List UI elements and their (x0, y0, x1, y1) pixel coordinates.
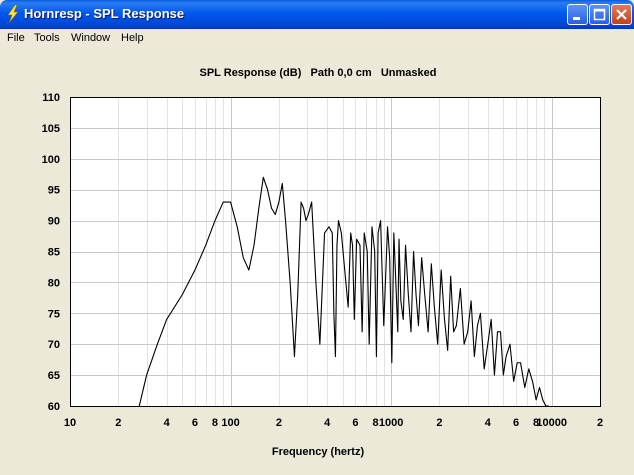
grid-lines (70, 97, 601, 407)
y-tick-label: 70 (48, 339, 60, 351)
window-title: Hornresp - SPL Response (24, 6, 185, 21)
x-tick-label: 8 (212, 417, 218, 429)
menu-file[interactable]: File (7, 32, 25, 44)
x-tick-label: 4 (324, 417, 331, 429)
x-tick-label: 2 (276, 417, 282, 429)
x-tick-label: 6 (352, 417, 358, 429)
y-tick-label: 100 (42, 154, 60, 166)
x-axis-title: Frequency (hertz) (272, 446, 365, 458)
x-tick-label: 10 (64, 417, 76, 429)
x-tick-label: 10000 (536, 417, 567, 429)
x-tick-label: 4 (485, 417, 492, 429)
x-tick-label: 100 (221, 417, 239, 429)
plot-background (70, 97, 600, 406)
x-tick-label: 1000 (379, 417, 403, 429)
menu-tools[interactable]: Tools (34, 32, 60, 44)
maximize-icon (593, 8, 606, 21)
y-tick-label: 105 (42, 123, 60, 135)
title-bar[interactable]: Hornresp - SPL Response (0, 0, 634, 29)
x-tick-label: 6 (513, 417, 519, 429)
x-tick-label: 2 (436, 417, 442, 429)
minimize-icon (573, 17, 580, 20)
y-tick-label: 65 (48, 370, 60, 382)
x-tick-label: 6 (192, 417, 198, 429)
y-tick-label: 110 (42, 92, 60, 104)
x-tick-label: 8 (533, 417, 539, 429)
plot-frame (70, 97, 601, 407)
spl-response-chart: SPL Response (dB) Path 0,0 cm Unmasked 6… (42, 67, 603, 458)
menu-bar: File Tools Window Help (0, 29, 634, 49)
x-tick-label: 8 (372, 417, 378, 429)
maximize-button[interactable] (589, 4, 610, 25)
y-tick-label: 90 (48, 216, 60, 228)
trace-group (138, 176, 549, 406)
y-axis-ticks: 60 65 70 75 80 85 90 95 100 105 110 (42, 92, 60, 413)
lightning-icon (7, 5, 19, 23)
menu-help[interactable]: Help (121, 32, 144, 44)
chart-title: SPL Response (dB) Path 0,0 cm Unmasked (200, 67, 437, 79)
x-tick-label: 2 (115, 417, 121, 429)
close-button[interactable] (611, 4, 632, 25)
spl-trace-line (138, 176, 549, 406)
x-tick-label: 2 (597, 417, 603, 429)
chart-area: SPL Response (dB) Path 0,0 cm Unmasked 6… (0, 49, 634, 475)
minimize-button[interactable] (567, 4, 588, 25)
y-tick-label: 95 (48, 185, 60, 197)
y-tick-label: 85 (48, 247, 60, 259)
y-tick-label: 60 (48, 401, 60, 413)
menu-window[interactable]: Window (71, 32, 111, 44)
close-icon (616, 9, 627, 20)
y-tick-label: 75 (48, 308, 60, 320)
x-tick-label: 4 (164, 417, 171, 429)
y-tick-label: 80 (48, 277, 60, 289)
